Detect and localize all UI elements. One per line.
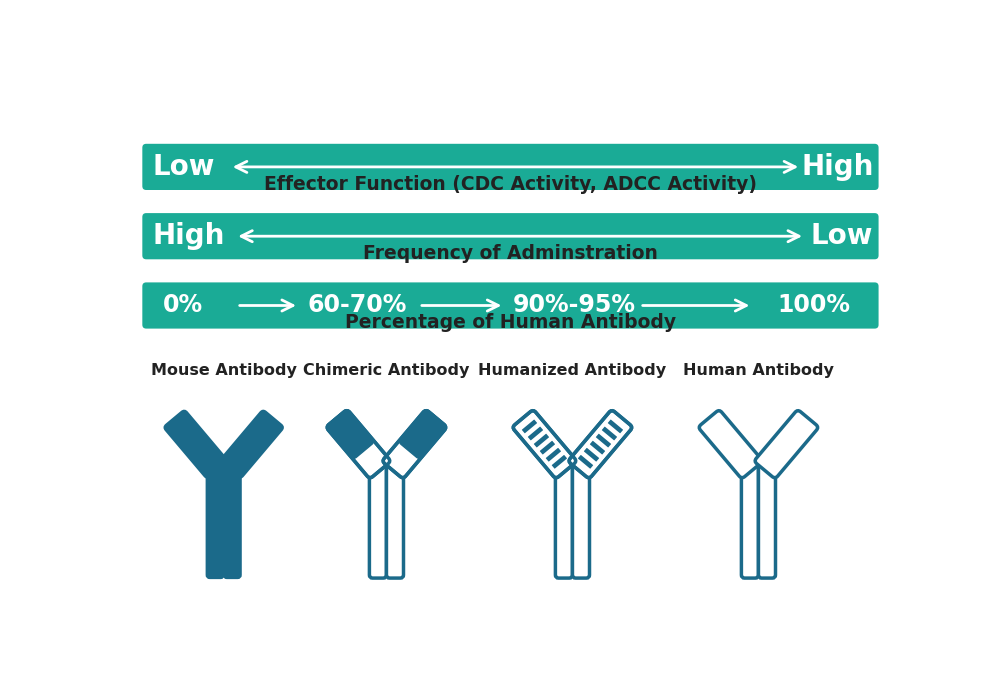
FancyBboxPatch shape [602, 427, 618, 440]
FancyBboxPatch shape [142, 282, 878, 329]
FancyBboxPatch shape [534, 434, 549, 447]
Text: 60-70%: 60-70% [308, 293, 406, 318]
FancyBboxPatch shape [596, 434, 612, 447]
FancyBboxPatch shape [699, 411, 762, 477]
Text: Chimeric Antibody: Chimeric Antibody [303, 364, 470, 378]
FancyBboxPatch shape [569, 411, 631, 477]
FancyBboxPatch shape [383, 411, 445, 477]
FancyBboxPatch shape [741, 464, 758, 578]
Text: Human Antibody: Human Antibody [683, 364, 834, 378]
FancyBboxPatch shape [546, 448, 561, 462]
Text: Effector Function (CDC Activity, ADCC Activity): Effector Function (CDC Activity, ADCC Ac… [264, 175, 757, 194]
FancyBboxPatch shape [573, 464, 590, 578]
FancyBboxPatch shape [224, 464, 241, 578]
FancyBboxPatch shape [399, 410, 446, 458]
FancyBboxPatch shape [528, 427, 543, 440]
Text: Percentage of Human Antibody: Percentage of Human Antibody [345, 314, 676, 332]
FancyBboxPatch shape [552, 455, 567, 469]
Text: 90%-95%: 90%-95% [513, 293, 635, 318]
FancyBboxPatch shape [513, 411, 576, 477]
FancyBboxPatch shape [540, 440, 555, 455]
FancyBboxPatch shape [370, 464, 386, 578]
Text: Low: Low [152, 153, 214, 181]
FancyBboxPatch shape [584, 448, 600, 462]
FancyBboxPatch shape [142, 213, 878, 260]
FancyBboxPatch shape [755, 411, 818, 477]
FancyBboxPatch shape [206, 464, 224, 578]
FancyBboxPatch shape [164, 411, 227, 477]
FancyBboxPatch shape [327, 410, 374, 458]
FancyBboxPatch shape [556, 464, 573, 578]
FancyBboxPatch shape [220, 411, 283, 477]
Text: Mouse Antibody: Mouse Antibody [150, 364, 297, 378]
FancyBboxPatch shape [522, 419, 537, 434]
FancyBboxPatch shape [578, 455, 594, 469]
Text: 100%: 100% [778, 293, 851, 318]
Text: Low: Low [811, 222, 873, 250]
FancyBboxPatch shape [142, 144, 878, 190]
Text: High: High [802, 153, 873, 181]
FancyBboxPatch shape [386, 464, 403, 578]
Text: High: High [152, 222, 225, 250]
FancyBboxPatch shape [608, 419, 623, 434]
FancyBboxPatch shape [590, 440, 606, 455]
FancyBboxPatch shape [328, 411, 389, 477]
Text: 0%: 0% [162, 293, 203, 318]
Text: Humanized Antibody: Humanized Antibody [478, 364, 666, 378]
FancyBboxPatch shape [758, 464, 776, 578]
Text: Frequency of Adminstration: Frequency of Adminstration [363, 244, 658, 263]
